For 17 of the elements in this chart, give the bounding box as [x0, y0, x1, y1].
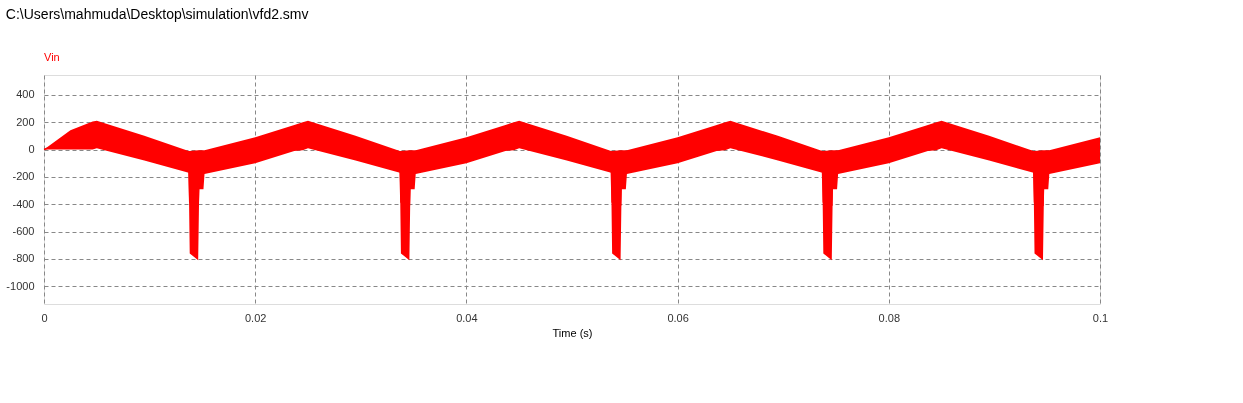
y-tick-label: -1000 [6, 279, 35, 292]
x-tick-label: 0.1 [1092, 311, 1109, 324]
y-tick-label: 400 [16, 88, 35, 101]
x-tick-label: 0.08 [878, 311, 901, 324]
y-tick-label: -400 [12, 197, 35, 210]
text: Vin [44, 51, 60, 63]
y-tick-label: -200 [12, 170, 35, 183]
x-tick-label: 0.06 [667, 311, 689, 324]
y-tick-label: -800 [12, 252, 35, 265]
y-tick-label: -600 [12, 225, 35, 238]
chart-title: C:\Users\mahmuda\Desktop\simulation\vfd2.smv [5, 6, 309, 22]
x-tick-label: 0 [41, 311, 48, 324]
y-tick-label: 0 [28, 143, 35, 156]
x-axis-title: Time (s) [552, 326, 593, 339]
x-tick-label: 0.04 [456, 311, 478, 324]
x-tick-label: 0.02 [244, 311, 267, 324]
y-tick-label: 200 [16, 115, 35, 128]
